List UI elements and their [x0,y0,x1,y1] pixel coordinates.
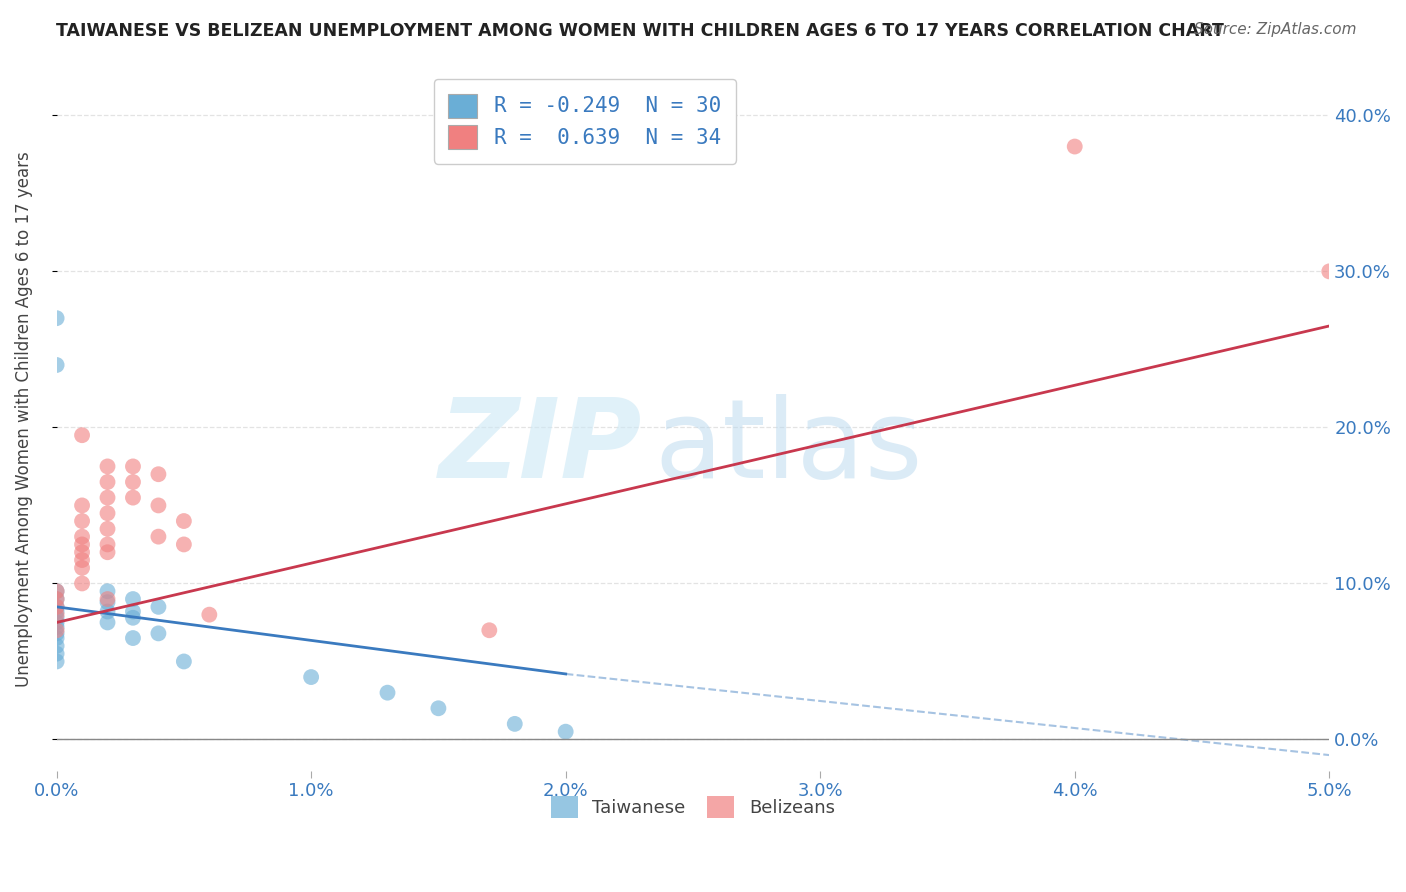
Point [45,599,67,614]
Point [45,647,67,661]
Text: atlas: atlas [655,394,924,501]
Point [377,686,399,700]
Point [173,537,195,551]
Point [122,592,145,607]
Point [45,639,67,653]
Point [45,607,67,622]
Point [173,514,195,528]
Point [45,605,67,619]
Text: Source: ZipAtlas.com: Source: ZipAtlas.com [1194,22,1357,37]
Point [96,592,118,607]
Point [122,611,145,625]
Point [96,475,118,489]
Point [45,592,67,607]
Point [299,670,322,684]
Point [70,514,93,528]
Point [148,499,170,513]
Y-axis label: Unemployment Among Women with Children Ages 6 to 17 years: Unemployment Among Women with Children A… [15,152,32,688]
Point [70,530,93,544]
Point [70,553,93,567]
Point [70,545,93,559]
Point [96,545,118,559]
Point [45,631,67,645]
Point [122,605,145,619]
Point [96,615,118,630]
Point [45,592,67,607]
Point [96,584,118,599]
Point [122,475,145,489]
Point [70,537,93,551]
Point [503,717,526,731]
Point [198,607,221,622]
Point [148,599,170,614]
Point [96,605,118,619]
Point [148,626,170,640]
Point [96,522,118,536]
Point [45,584,67,599]
Point [70,561,93,575]
Point [478,624,501,638]
Legend: Taiwanese, Belizeans: Taiwanese, Belizeans [544,789,842,825]
Point [45,611,67,625]
Point [148,530,170,544]
Point [96,491,118,505]
Point [122,491,145,505]
Point [1317,264,1340,278]
Point [70,576,93,591]
Point [96,595,118,609]
Point [148,467,170,482]
Point [45,358,67,372]
Point [122,459,145,474]
Point [45,626,67,640]
Point [45,599,67,614]
Point [45,620,67,634]
Text: TAIWANESE VS BELIZEAN UNEMPLOYMENT AMONG WOMEN WITH CHILDREN AGES 6 TO 17 YEARS : TAIWANESE VS BELIZEAN UNEMPLOYMENT AMONG… [56,22,1225,40]
Point [70,499,93,513]
Point [96,537,118,551]
Point [1063,139,1085,153]
Point [96,506,118,520]
Point [122,631,145,645]
Point [45,311,67,326]
Point [173,655,195,669]
Point [96,459,118,474]
Point [427,701,450,715]
Point [70,428,93,442]
Point [554,724,576,739]
Point [45,655,67,669]
Text: ZIP: ZIP [439,394,643,501]
Point [45,584,67,599]
Point [45,615,67,630]
Point [45,624,67,638]
